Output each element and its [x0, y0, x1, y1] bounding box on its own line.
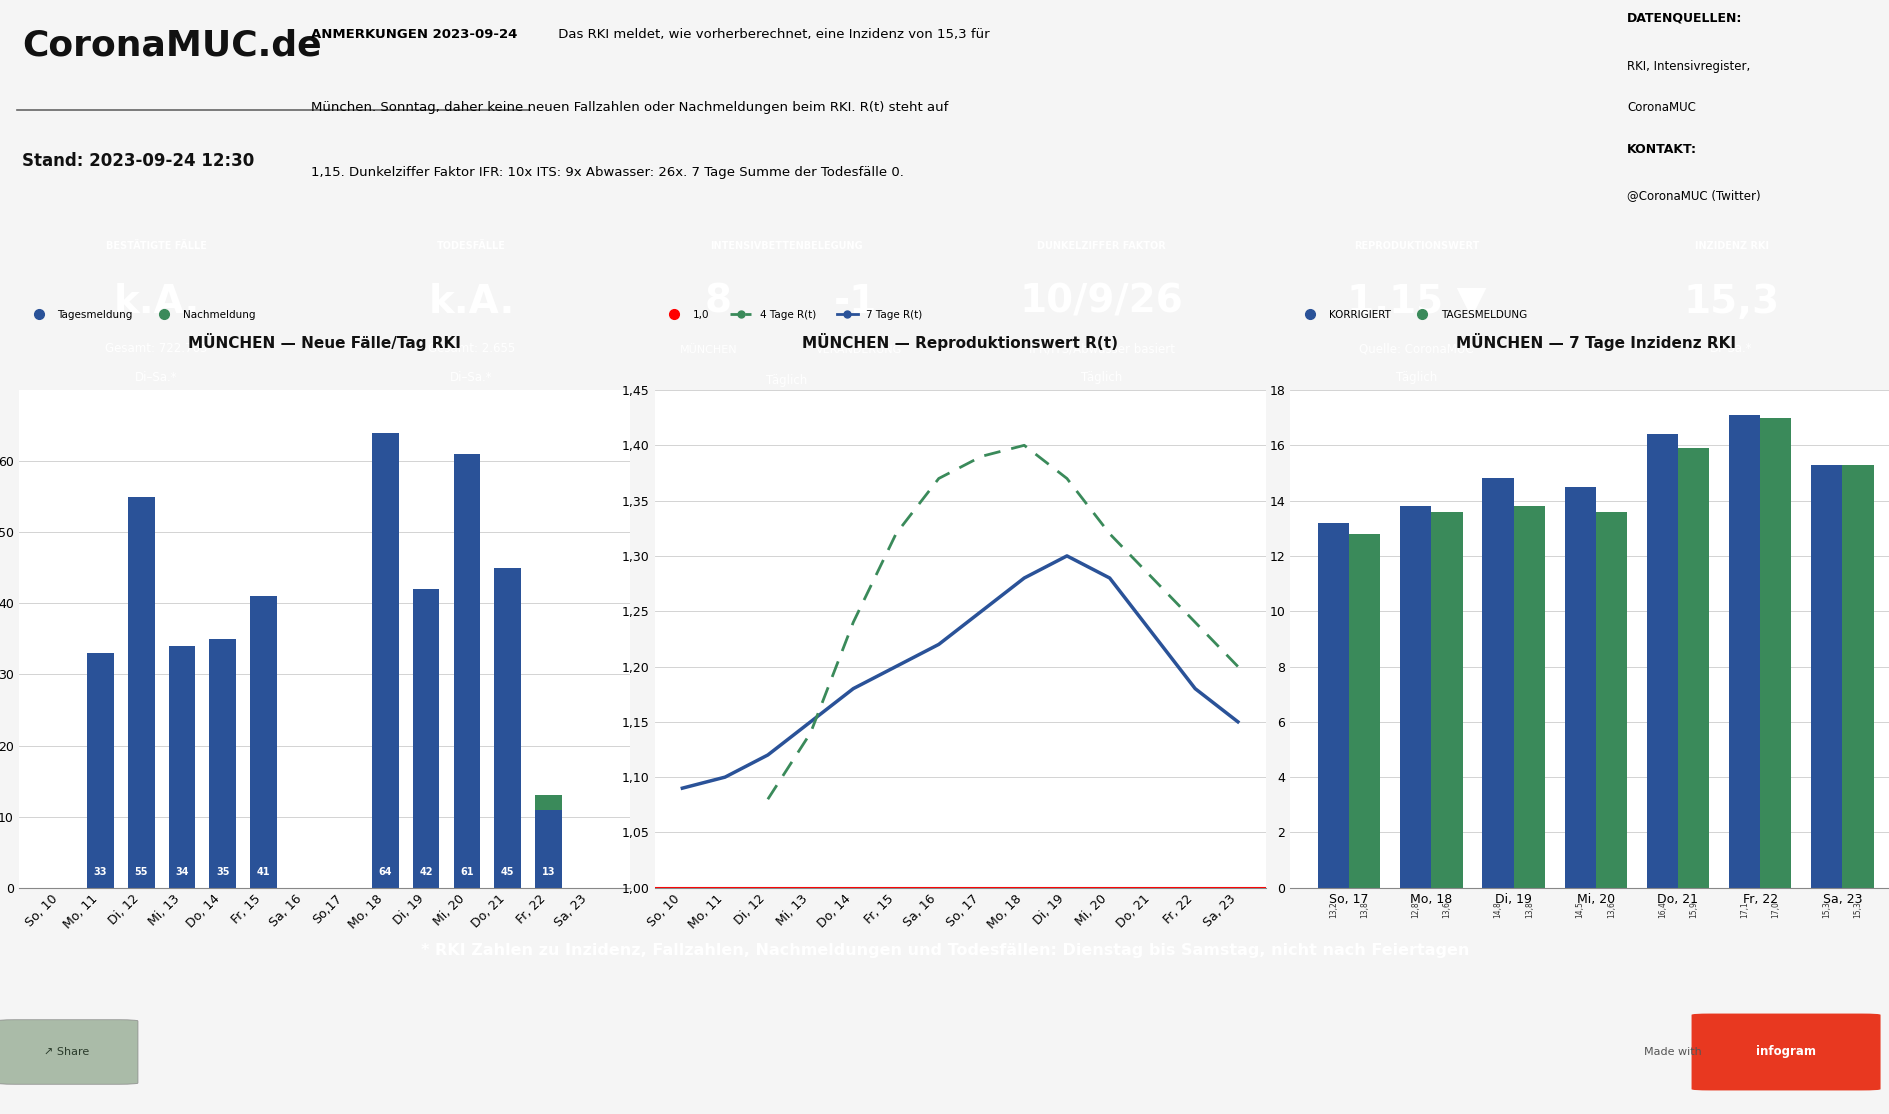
Text: Gesamt: 2.655: Gesamt: 2.655	[427, 342, 516, 355]
Text: VERÄNDERUNG: VERÄNDERUNG	[814, 345, 901, 355]
Text: CoronaMUC: CoronaMUC	[1626, 101, 1694, 115]
Text: 13,8: 13,8	[1360, 901, 1370, 918]
Text: 55: 55	[134, 867, 147, 877]
Bar	[535, 810, 561, 888]
Bar	[1810, 465, 1842, 888]
Legend: Tagesmeldung, Nachmeldung: Tagesmeldung, Nachmeldung	[25, 305, 259, 324]
Bar	[1349, 534, 1379, 888]
Text: 12,8: 12,8	[1411, 901, 1419, 918]
Text: Di–Sa.*: Di–Sa.*	[1710, 342, 1751, 355]
Bar	[1317, 522, 1349, 888]
Bar	[1728, 414, 1759, 888]
Text: Stand: 2023-09-24 12:30: Stand: 2023-09-24 12:30	[23, 152, 255, 170]
Text: 13,6: 13,6	[1606, 901, 1615, 918]
Bar	[535, 795, 561, 810]
Bar	[87, 653, 113, 888]
Text: 8: 8	[705, 283, 731, 321]
Bar	[128, 497, 155, 888]
Bar	[1645, 434, 1677, 888]
Text: 10/9/26: 10/9/26	[1020, 283, 1183, 321]
Text: 42: 42	[419, 867, 433, 877]
Text: @CoronaMUC (Twitter): @CoronaMUC (Twitter)	[1626, 188, 1761, 202]
Title: MÜNCHEN — 7 Tage Inzidenz RKI: MÜNCHEN — 7 Tage Inzidenz RKI	[1455, 333, 1734, 351]
Text: 15,3: 15,3	[1683, 283, 1779, 321]
Text: Das RKI meldet, wie vorherberechnet, eine Inzidenz von 15,3 für: Das RKI meldet, wie vorherberechnet, ein…	[553, 28, 990, 40]
Text: Täglich: Täglich	[765, 374, 807, 387]
Text: IFR/ITS/Abwasser basiert: IFR/ITS/Abwasser basiert	[1028, 342, 1173, 355]
Text: CoronaMUC.de: CoronaMUC.de	[23, 29, 321, 63]
Text: 1,15. Dunkelziffer Faktor IFR: 10x ITS: 9x Abwasser: 26x. 7 Tage Summe der Todes: 1,15. Dunkelziffer Faktor IFR: 10x ITS: …	[310, 166, 903, 178]
Text: 41: 41	[257, 867, 270, 877]
Title: MÜNCHEN — Reproduktionswert R(t): MÜNCHEN — Reproduktionswert R(t)	[801, 333, 1118, 351]
Text: 15,3: 15,3	[1853, 901, 1861, 918]
Bar	[1564, 487, 1594, 888]
Text: * RKI Zahlen zu Inzidenz, Fallzahlen, Nachmeldungen und Todesfällen: Dienstag bi: * RKI Zahlen zu Inzidenz, Fallzahlen, Na…	[421, 942, 1468, 958]
Bar	[249, 596, 276, 888]
Text: TODESFÄLLE: TODESFÄLLE	[436, 242, 506, 252]
Bar	[168, 646, 195, 888]
Bar	[372, 432, 399, 888]
Text: 34: 34	[176, 867, 189, 877]
Text: 15,9: 15,9	[1689, 901, 1696, 918]
Text: Di–Sa.*: Di–Sa.*	[450, 371, 493, 384]
Bar	[210, 638, 236, 888]
FancyBboxPatch shape	[0, 1019, 138, 1084]
Text: 14,5: 14,5	[1575, 901, 1583, 918]
Text: REPRODUKTIONSWERT: REPRODUKTIONSWERT	[1353, 242, 1479, 251]
Text: MÜNCHEN: MÜNCHEN	[680, 345, 737, 355]
Text: 17,0: 17,0	[1770, 901, 1779, 918]
Bar	[495, 568, 521, 888]
Legend: KORRIGIERT, TAGESMELDUNG: KORRIGIERT, TAGESMELDUNG	[1294, 305, 1530, 324]
Bar	[1430, 511, 1462, 888]
Text: Made with: Made with	[1643, 1047, 1702, 1057]
Text: k.A.: k.A.	[429, 283, 514, 321]
Bar	[414, 589, 440, 888]
Text: BESTÄTIGTE FÄLLE: BESTÄTIGTE FÄLLE	[106, 242, 208, 252]
Text: Gesamt: 722.763: Gesamt: 722.763	[106, 342, 208, 355]
Text: 1,15 ▼: 1,15 ▼	[1347, 283, 1485, 321]
Bar	[1842, 465, 1872, 888]
Text: 13,6: 13,6	[1441, 901, 1451, 918]
Text: 14,8: 14,8	[1492, 901, 1502, 918]
Text: KONTAKT:: KONTAKT:	[1626, 143, 1696, 156]
FancyBboxPatch shape	[1691, 1014, 1880, 1091]
Text: Di–Sa.*: Di–Sa.*	[136, 371, 178, 384]
Text: k.A.: k.A.	[113, 283, 200, 321]
Text: Täglich: Täglich	[1396, 371, 1436, 384]
Text: 33: 33	[94, 867, 108, 877]
Title: MÜNCHEN — Neue Fälle/Tag RKI: MÜNCHEN — Neue Fälle/Tag RKI	[187, 333, 461, 351]
Text: 35: 35	[215, 867, 229, 877]
Text: 13: 13	[542, 867, 555, 877]
Text: 15,3: 15,3	[1821, 901, 1830, 918]
Text: Quelle: CoronaMUC: Quelle: CoronaMUC	[1358, 342, 1473, 355]
Text: 45: 45	[501, 867, 514, 877]
Text: DUNKELZIFFER FAKTOR: DUNKELZIFFER FAKTOR	[1037, 242, 1166, 251]
Text: infogram: infogram	[1755, 1046, 1815, 1058]
Text: 13,8: 13,8	[1524, 901, 1532, 918]
Text: Täglich: Täglich	[1081, 371, 1122, 384]
Text: RKI, Intensivregister,: RKI, Intensivregister,	[1626, 60, 1749, 72]
Legend: 1,0, 4 Tage R(t), 7 Tage R(t): 1,0, 4 Tage R(t), 7 Tage R(t)	[659, 305, 926, 324]
Bar	[1513, 506, 1543, 888]
Text: -1: -1	[833, 283, 876, 321]
Text: 61: 61	[459, 867, 474, 877]
Text: 64: 64	[378, 867, 393, 877]
Bar	[453, 455, 480, 888]
Text: 17,1: 17,1	[1740, 901, 1747, 918]
Text: ANMERKUNGEN 2023-09-24: ANMERKUNGEN 2023-09-24	[310, 28, 518, 40]
Text: DATENQUELLEN:: DATENQUELLEN:	[1626, 11, 1742, 25]
Bar	[1481, 479, 1513, 888]
Text: 13,2: 13,2	[1328, 901, 1337, 918]
Bar	[1400, 506, 1430, 888]
Bar	[1759, 418, 1791, 888]
Text: 16,4: 16,4	[1657, 901, 1666, 918]
Bar	[1594, 511, 1626, 888]
Text: München. Sonntag, daher keine neuen Fallzahlen oder Nachmeldungen beim RKI. R(t): München. Sonntag, daher keine neuen Fall…	[310, 101, 948, 115]
Bar	[1677, 448, 1708, 888]
Text: INZIDENZ RKI: INZIDENZ RKI	[1694, 242, 1768, 251]
Text: INTENSIVBETTENBELEGUNG: INTENSIVBETTENBELEGUNG	[710, 242, 863, 251]
Text: ↗ Share: ↗ Share	[45, 1047, 89, 1057]
